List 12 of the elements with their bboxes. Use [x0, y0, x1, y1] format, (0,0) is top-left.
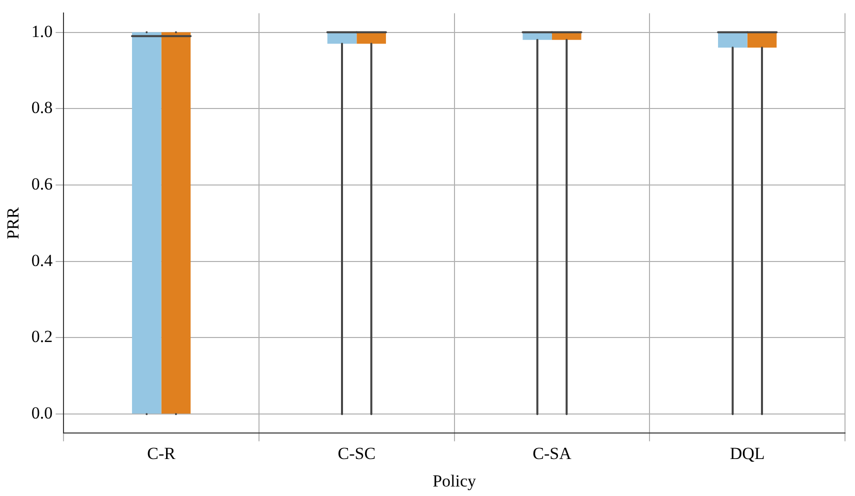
x-axis-title: Policy	[432, 471, 477, 490]
x-tick-label: C-SA	[532, 444, 572, 463]
x-tick-label: DQL	[730, 444, 765, 463]
y-tick-label: 0.6	[31, 174, 53, 194]
y-tick-label: 0.4	[31, 250, 54, 270]
y-tick-label: 0.0	[31, 404, 53, 423]
x-tick-label: C-R	[147, 444, 176, 463]
y-tick-label: 1.0	[31, 22, 53, 41]
y-tick-label: 0.2	[31, 327, 53, 346]
y-tick-label: 0.8	[31, 98, 53, 118]
x-tick-label: C-SC	[338, 444, 376, 463]
y-axis-title: PRR	[4, 206, 23, 240]
